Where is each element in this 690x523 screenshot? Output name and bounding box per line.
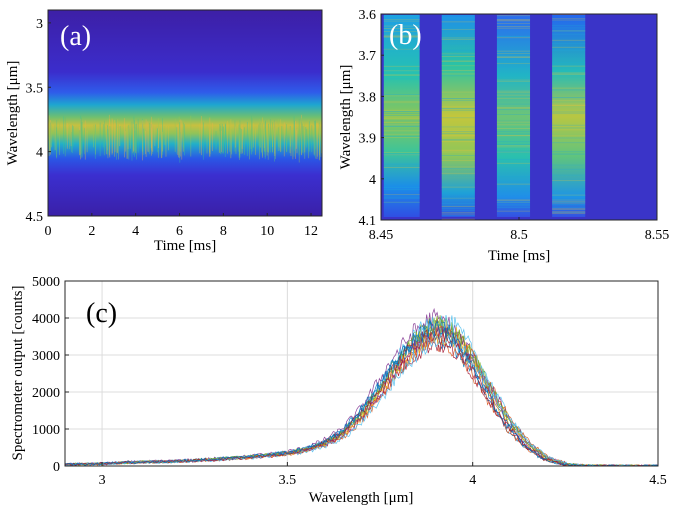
panel-c-y-tick-label: 4000 [32, 312, 60, 327]
panel-a-frame [47, 9, 323, 217]
panel-b-y-ticks: 3.6 3.7 3.8 3.9 4 4.1 [359, 8, 384, 229]
panel-b-x-tick-label: 8.55 [645, 228, 670, 243]
panel-b-x-ticks: 8.45 8.5 8.55 [369, 217, 670, 243]
panel-a-x-tick-label: 12 [304, 224, 318, 239]
panel-c-y-tick-label: 2000 [32, 386, 60, 401]
panel-a-x-tick-label: 10 [260, 224, 274, 239]
panel-a-label: (a) [60, 21, 91, 52]
panel-b-pulse [552, 15, 586, 217]
panel-c-y-tick-label: 3000 [32, 349, 60, 364]
panel-b: (b) 8.45 8.5 8.55 3.6 3.7 3.8 3.9 4 4.1 Time [m… [338, 8, 669, 264]
panel-b-y-tick-label: 3.6 [359, 8, 377, 23]
panel-a-y-tick-label: 4 [36, 146, 43, 161]
panel-b-pulse [441, 15, 475, 217]
panel-c-xlabel: Wavelength [μm] [309, 490, 414, 506]
panel-a-x-tick-label: 2 [88, 224, 95, 239]
panel-a-y-tick-label: 4.5 [26, 210, 44, 225]
panel-a-y-tick-label: 3.5 [26, 81, 44, 96]
panel-a-x-tick-label: 0 [45, 224, 52, 239]
panel-c-y-ticks: 0 1000 2000 3000 4000 5000 [32, 275, 69, 475]
panel-a-x-tick-label: 4 [132, 224, 139, 239]
panel-a-y-ticks: 3 3.5 4 4.5 [26, 17, 51, 225]
panel-b-x-tick-label: 8.5 [510, 228, 528, 243]
panel-a-streaks [48, 114, 322, 163]
panel-b-y-tick-label: 4.1 [359, 214, 377, 229]
panel-c-x-tick-label: 4.5 [649, 473, 667, 488]
panel-c: (c) 3 3.5 4 4.5 0 1000 2000 3000 4000 5000 Wavel… [10, 275, 667, 506]
panel-a-x-ticks: 0 2 4 6 8 10 12 [45, 213, 318, 239]
panel-c-x-ticks: 3 3.5 4 4.5 [99, 462, 667, 488]
panel-c-x-tick-label: 3.5 [279, 473, 297, 488]
panel-b-x-tick-label: 8.45 [369, 228, 394, 243]
panel-a-xlabel: Time [ms] [154, 238, 216, 254]
panel-b-pulse [383, 15, 420, 217]
panel-b-ylabel: Wavelength [μm] [338, 65, 354, 170]
panel-c-y-tick-label: 0 [53, 460, 60, 475]
panel-a-x-tick-label: 6 [176, 224, 183, 239]
panel-c-y-tick-label: 1000 [32, 423, 60, 438]
panel-b-xlabel: Time [ms] [488, 248, 550, 264]
panel-c-series-line [65, 320, 658, 466]
panel-c-label: (c) [86, 298, 117, 329]
panel-c-y-tick-label: 5000 [32, 275, 60, 290]
panel-a-y-tick-label: 3 [36, 17, 43, 32]
panel-b-y-tick-label: 3.7 [359, 49, 377, 64]
panel-c-plot-area [65, 281, 658, 466]
panel-b-label: (b) [389, 20, 422, 51]
panel-b-y-tick-label: 3.9 [359, 132, 377, 147]
panel-c-x-tick-label: 4 [469, 473, 476, 488]
panel-b-pulse [496, 15, 531, 217]
panel-c-x-tick-label: 3 [99, 473, 106, 488]
panel-c-frame [64, 280, 659, 467]
panel-a-x-tick-label: 8 [220, 224, 227, 239]
panel-c-series [65, 307, 658, 466]
panel-b-pulses [383, 14, 586, 220]
panel-a-ylabel: Wavelength [μm] [5, 61, 21, 166]
panel-a-heatmap [48, 10, 322, 216]
panel-c-ylabel: Spectrometer output [counts] [10, 286, 26, 461]
panel-c-series-line [65, 332, 658, 466]
panel-b-y-tick-label: 4 [369, 173, 376, 188]
panel-b-y-tick-label: 3.8 [359, 90, 377, 105]
panel-a: (a) 0 2 4 6 8 10 12 3 3.5 4 4.5 Time [ms] Wavelen… [5, 9, 323, 254]
